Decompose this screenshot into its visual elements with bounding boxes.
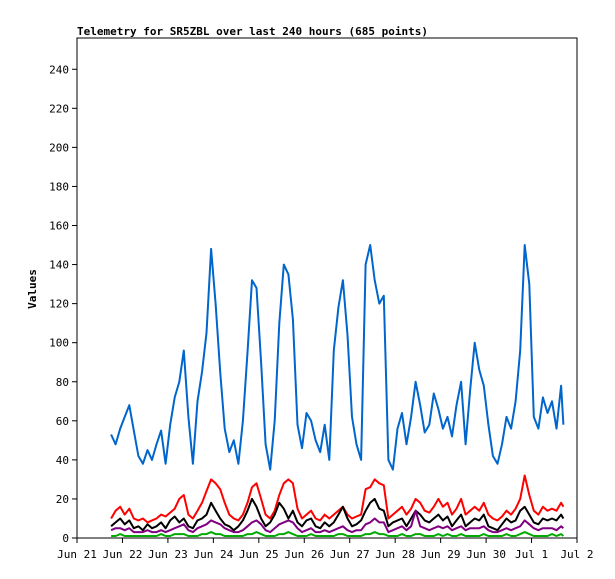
x-tick-label: Jul 1 — [515, 548, 548, 561]
x-axis: Jun 21 Jun 22 Jun 23 Jun 24 Jun 25 Jun 26 Jun … — [57, 538, 594, 561]
y-tick-label: 120 — [49, 298, 69, 311]
x-tick-label: Jul 2 — [560, 548, 593, 561]
x-tick-label: Jun 21 — [57, 548, 97, 561]
y-tick-label: 240 — [49, 63, 69, 76]
series-line-1 — [110, 244, 565, 471]
x-tick-label: Jun 26 — [284, 548, 324, 561]
series-line-2 — [110, 474, 565, 524]
y-tick-label: 40 — [56, 454, 69, 467]
y-tick-label: 100 — [49, 337, 69, 350]
chart-title: Telemetry for SR5ZBL over last 240 hours… — [77, 25, 428, 38]
y-tick-label: 220 — [49, 102, 69, 115]
x-tick-label: Jun 24 — [193, 548, 233, 561]
x-tick-label: Jun 30 — [466, 548, 506, 561]
y-tick-label: 160 — [49, 220, 69, 233]
y-tick-label: 140 — [49, 259, 69, 272]
series-line-3 — [110, 497, 565, 532]
x-tick-label: Jun 27 — [330, 548, 370, 561]
y-axis: 0 20 40 60 80 100 120 140 160 180 200 220 240 — [49, 63, 77, 545]
y-tick-label: 20 — [56, 493, 69, 506]
x-tick-label: Jun 25 — [239, 548, 279, 561]
y-tick-label: 80 — [56, 376, 69, 389]
plot-area — [76, 37, 578, 539]
y-tick-label: 0 — [62, 532, 69, 545]
x-tick-label: Jun 28 — [375, 548, 415, 561]
y-axis-label: Values — [26, 269, 39, 309]
series-layer — [110, 244, 565, 537]
y-tick-label: 200 — [49, 141, 69, 154]
y-tick-label: 60 — [56, 415, 69, 428]
series-line-5 — [111, 531, 565, 537]
x-tick-label: Jun 29 — [421, 548, 461, 561]
x-tick-label: Jun 22 — [103, 548, 143, 561]
y-tick-label: 180 — [49, 180, 69, 193]
x-tick-label: Jun 23 — [148, 548, 188, 561]
series-line-4 — [110, 509, 565, 534]
